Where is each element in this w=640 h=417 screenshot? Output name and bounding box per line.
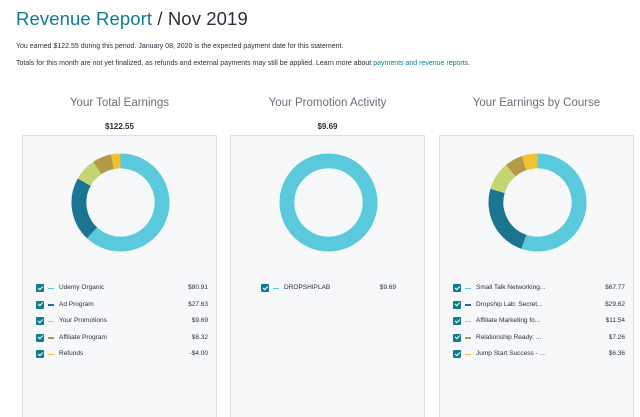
notice-end: . [468,60,471,67]
checkbox-icon[interactable] [261,284,269,292]
legend-item-refunds[interactable]: Refunds -$4.00 [36,349,208,366]
checkbox-icon[interactable] [453,333,461,342]
finalization-notice: Totals for this month are not yet finali… [16,60,470,67]
donut-segment[interactable] [490,164,516,194]
donut-segment[interactable] [505,156,527,177]
total-earnings-legend: Udemy Organic $80.91 Ad Program $27.63 You… [36,283,208,366]
legend-item-dropshiplab[interactable]: DROPSHIPLAB $9.69 [261,283,396,300]
series-color-swatch [48,287,54,289]
title-report-name: Revenue Report [16,8,153,29]
promotion-activity-card: DROPSHIPLAB $9.69 [230,135,425,417]
earnings-by-course-title: Your Earnings by Course [472,97,601,109]
checkbox-icon[interactable] [36,284,44,292]
checkbox-icon[interactable] [453,300,461,309]
legend-value: $27.63 [188,300,208,308]
series-color-swatch [48,304,54,306]
promotion-activity-legend: DROPSHIPLAB $9.69 [261,283,396,300]
page-title: Revenue Report / Nov 2019 [16,8,248,30]
legend-label: Dropship Lab: Secret... [476,300,543,308]
legend-value: $9.69 [191,317,208,324]
legend-value: $67.77 [605,284,625,291]
earnings-by-course-card: Small Talk Networking... $67.77 Dropship … [439,135,634,417]
series-color-swatch [465,337,471,339]
legend-item-small-talk-networking[interactable]: Small Talk Networking... $67.77 [453,283,625,300]
donut-segment[interactable] [87,153,170,252]
legend-label: Affiliate Program [59,333,107,341]
checkbox-icon[interactable] [36,300,44,309]
checkbox-icon[interactable] [36,317,44,325]
earnings-by-course-legend: Small Talk Networking... $67.77 Dropship … [453,283,625,366]
series-color-swatch [48,353,54,355]
legend-label: Udemy Organic [59,284,105,291]
promotion-activity-amount: $9.69 [317,122,338,131]
legend-label: Relationship Ready: ... [476,333,542,341]
donut-segment[interactable] [93,154,115,175]
promotion-activity-title: Your Promotion Activity [268,97,387,109]
checkbox-icon[interactable] [36,333,44,342]
legend-value: $6.36 [608,350,625,357]
total-earnings-card: Udemy Organic $80.91 Ad Program $27.63 You… [22,135,217,417]
legend-item-udemy-organic[interactable]: Udemy Organic $80.91 [36,283,208,300]
legend-value: -$4.00 [189,350,208,357]
legend-item-affiliate-program[interactable]: Affiliate Program $8.32 [36,333,208,350]
donut-segment[interactable] [279,153,378,252]
title-period: / Nov 2019 [152,8,248,29]
legend-label: DROPSHIPLAB [284,284,331,291]
donut-segment[interactable] [488,188,527,249]
payments-reports-link[interactable]: payments and revenue reports [373,60,469,67]
promotion-activity-donut-chart [279,153,378,252]
series-color-swatch [465,287,471,289]
legend-label: Ad Program [59,300,94,308]
total-earnings-amount: $122.55 [105,122,134,131]
legend-item-dropship-lab[interactable]: Dropship Lab: Secret... $29.62 [453,300,625,317]
donut-segment[interactable] [77,161,102,187]
notice-text: Totals for this month are not yet finali… [16,60,374,67]
donut-segment[interactable] [71,178,98,239]
series-color-swatch [465,320,471,322]
legend-item-ad-program[interactable]: Ad Program $27.63 [36,300,208,317]
series-color-swatch [48,337,54,339]
legend-value: $9.69 [379,284,396,291]
legend-label: Your Promotions [59,317,107,324]
legend-item-affiliate-marketing[interactable]: Affiliate Marketing fo... $11.54 [453,316,625,333]
legend-value: $7.26 [608,333,625,341]
total-earnings-title: Your Total Earnings [69,97,170,109]
earnings-summary-text: You earned $122.55 during this period. J… [16,43,344,50]
series-color-swatch [465,304,471,306]
legend-value: $80.91 [188,284,208,291]
donut-segment[interactable] [521,153,587,252]
legend-value: $29.62 [605,300,625,308]
legend-value: $8.32 [191,333,208,341]
legend-label: Jump Start Success - ... [476,350,545,357]
legend-label: Affiliate Marketing fo... [476,317,541,324]
legend-label: Small Talk Networking... [476,284,546,291]
checkbox-icon[interactable] [453,350,461,358]
legend-value: $11.54 [605,317,625,324]
legend-item-jump-start-success[interactable]: Jump Start Success - ... $6.36 [453,349,625,366]
donut-segment[interactable] [521,153,538,171]
legend-item-your-promotions[interactable]: Your Promotions $9.69 [36,316,208,333]
series-color-swatch [273,287,279,289]
checkbox-icon[interactable] [453,284,461,292]
legend-item-relationship-ready[interactable]: Relationship Ready: ... $7.26 [453,333,625,350]
series-color-swatch [465,353,471,355]
checkbox-icon[interactable] [453,317,461,325]
series-color-swatch [48,320,54,322]
legend-label: Refunds [59,350,84,357]
earnings-by-course-donut-chart [488,153,587,252]
total-earnings-donut-chart [71,153,170,252]
donut-segment[interactable] [111,153,121,170]
checkbox-icon[interactable] [36,350,44,358]
